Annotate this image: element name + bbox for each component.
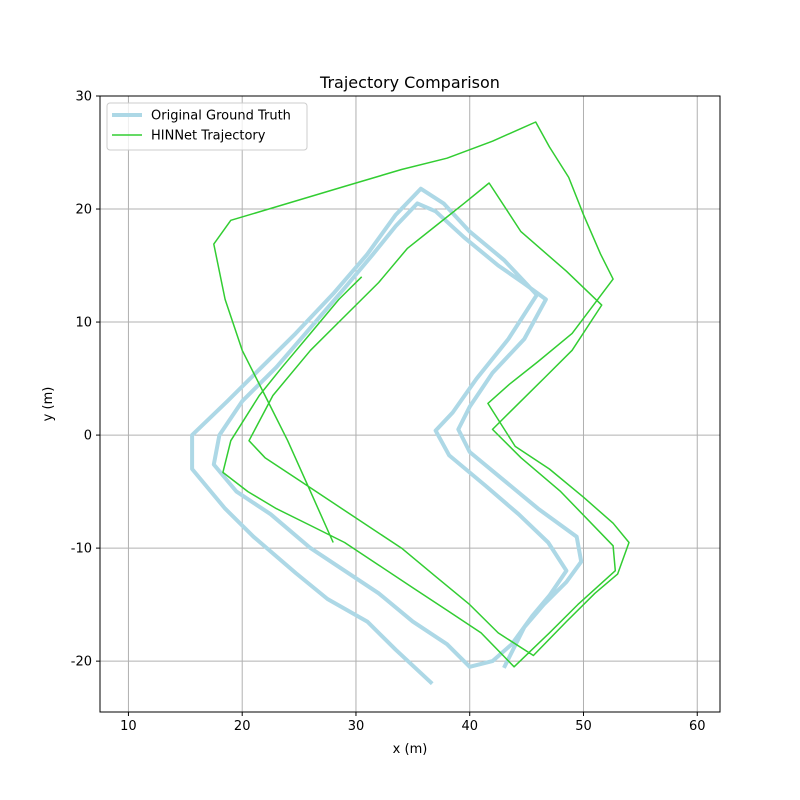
axis-ticks: 10 20 30 40 50 60 -20 -10 0 10 20 30 — [71, 90, 706, 735]
x-tick-label: 60 — [689, 719, 706, 734]
hinnet-trajectory-line — [213, 121, 630, 668]
x-tick-label: 40 — [461, 719, 478, 734]
y-tick-label: 20 — [75, 203, 92, 218]
x-tick-label: 20 — [234, 719, 251, 734]
y-tick-label: 30 — [75, 90, 92, 105]
legend: Original Ground Truth HINNet Trajectory — [106, 102, 308, 151]
y-tick-label: 10 — [75, 316, 92, 331]
x-tick-label: 50 — [575, 719, 592, 734]
y-tick-label: 0 — [84, 429, 92, 444]
legend-label-hinnet: HINNet Trajectory — [151, 129, 266, 144]
y-tick-label: -10 — [71, 542, 92, 557]
x-tick-label: 30 — [348, 719, 365, 734]
y-tick-label: -20 — [71, 655, 92, 670]
ground-truth-line — [190, 186, 584, 686]
series-layer — [190, 121, 630, 686]
chart-title: Trajectory Comparison — [319, 73, 500, 92]
legend-label-ground-truth: Original Ground Truth — [151, 109, 291, 124]
legend-box — [106, 102, 308, 151]
y-axis-label: y (m) — [41, 387, 56, 422]
plot-frame — [99, 95, 721, 713]
x-axis-label: x (m) — [393, 742, 428, 757]
x-tick-label: 10 — [120, 719, 137, 734]
